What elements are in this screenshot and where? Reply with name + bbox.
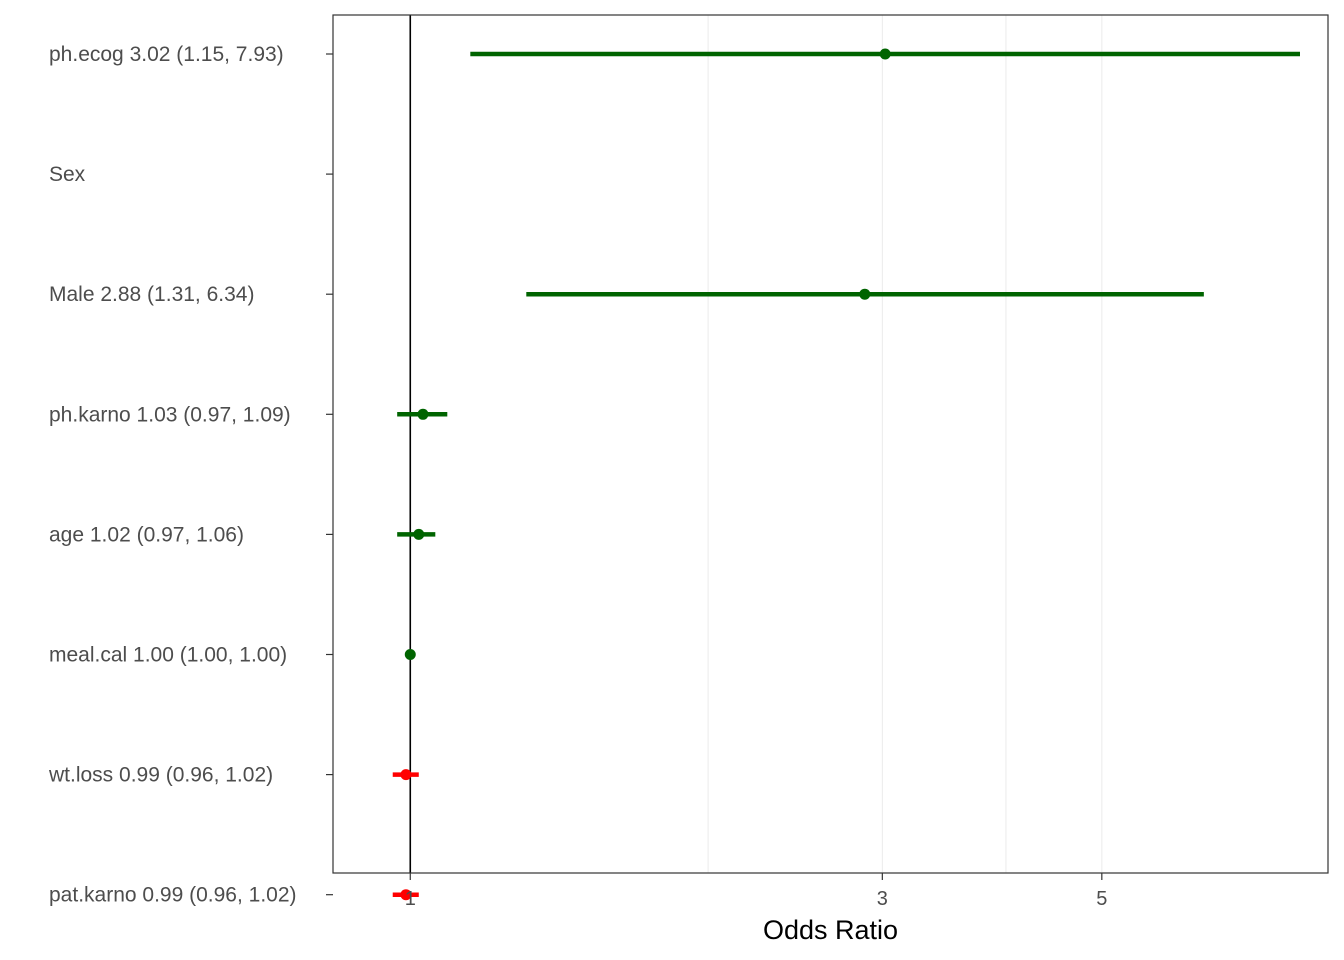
row-label: ph.ecog 3.02 (1.15, 7.93): [49, 43, 284, 66]
estimate-point: [400, 889, 412, 901]
estimate-point: [413, 528, 425, 540]
panel-border: [332, 14, 1329, 874]
x-tick-label: 5: [1096, 888, 1107, 910]
x-axis: 1 3 5: [405, 873, 1107, 910]
gridlines: [409, 15, 1103, 873]
row-label: pat.karno 0.99 (0.96, 1.02): [49, 884, 297, 907]
estimate-point: [879, 48, 891, 60]
estimate-point: [400, 769, 412, 781]
estimate-point: [404, 649, 416, 660]
x-axis-title: Odds Ratio: [763, 915, 898, 945]
row-label: Sex: [49, 163, 86, 186]
row-label: Male 2.88 (1.31, 6.34): [49, 283, 254, 306]
estimate-point: [859, 288, 871, 300]
x-tick-label: 3: [877, 888, 888, 910]
x-tick-label: 1: [405, 888, 416, 910]
row-label: age 1.02 (0.97, 1.06): [49, 523, 244, 546]
estimate-marks: [392, 48, 1300, 901]
row-label: wt.loss 0.99 (0.96, 1.02): [48, 764, 273, 787]
row-label: meal.cal 1.00 (1.00, 1.00): [49, 644, 287, 667]
y-axis: ph.ecog 3.02 (1.15, 7.93) Sex Male 2.88 (1…: [48, 43, 333, 907]
estimate-point: [417, 408, 429, 420]
row-label: ph.karno 1.03 (0.97, 1.09): [49, 403, 291, 426]
